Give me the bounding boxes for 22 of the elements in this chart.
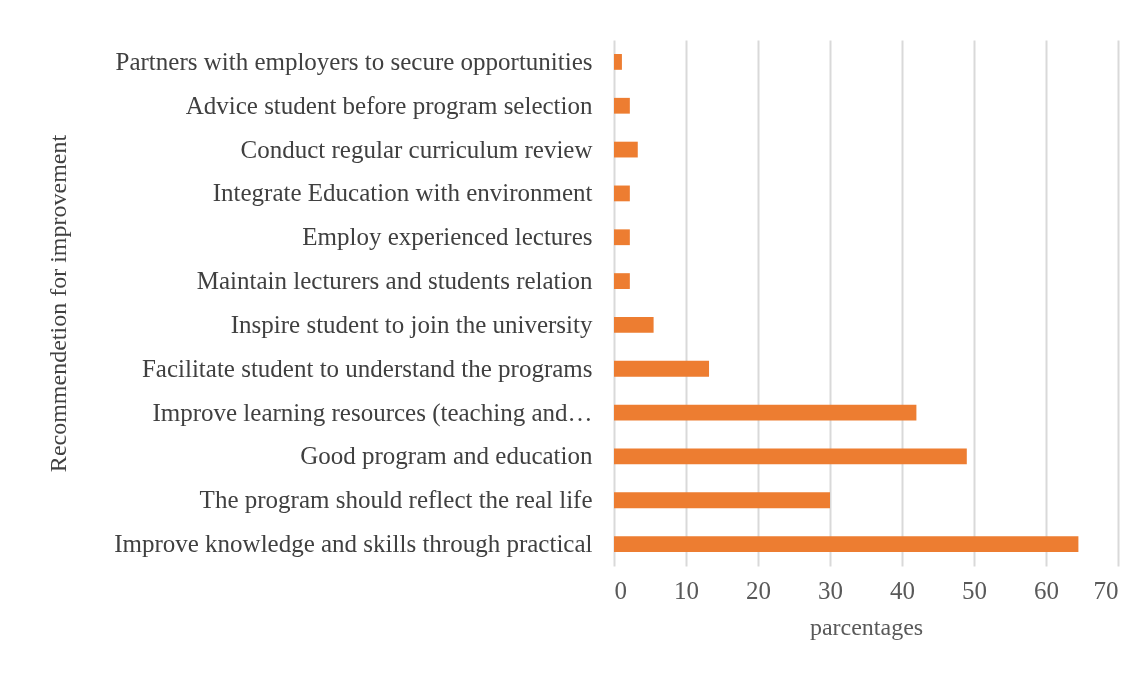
y-tick-label: Inspire student to join the university [230,310,593,338]
y-axis-title: Recommendetion for improvement [44,134,71,473]
y-tick-label: Conduct regular curriculum review [240,135,593,163]
x-tick-label: 10 [674,576,699,604]
x-tick-label: 30 [818,576,843,604]
x-tick-label: 40 [890,576,915,604]
y-tick-label: Improve knowledge and skills through practical [114,530,593,558]
x-tick-label: 70 [1093,576,1119,604]
y-tick-label: Integrate Education with environment [212,179,593,207]
y-tick-label: Partners with employers to secure opportunities [115,47,593,75]
x-tick-label: 0 [614,576,627,604]
x-axis-title: parcentages [809,613,924,640]
y-tick-label: Improve learning resources (teaching and… [152,398,593,427]
y-tick-label: Facilitate student to understand the programs [141,354,593,382]
y-tick-label: Good program and education [300,442,593,470]
y-tick-label: The program should reflect the real life [199,486,593,514]
y-tick-label: Employ experienced lectures [302,223,593,251]
x-tick-label: 20 [746,576,771,604]
y-tick-label: Advice student before program selection [185,91,593,119]
x-tick-label: 50 [962,576,987,604]
y-tick-label: Maintain lecturers and students relation [196,267,593,295]
x-tick-label: 60 [1034,576,1059,604]
